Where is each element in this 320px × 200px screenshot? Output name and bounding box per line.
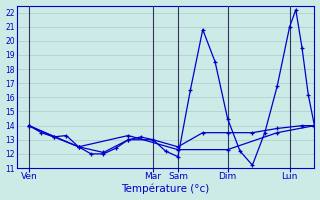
X-axis label: Température (°c): Température (°c) — [121, 184, 210, 194]
